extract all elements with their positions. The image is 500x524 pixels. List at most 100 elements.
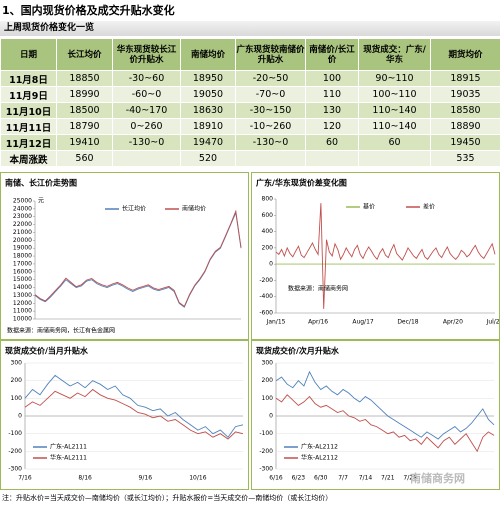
cell: 110~140 (358, 102, 431, 119)
legend-label: 基价 (363, 203, 375, 211)
y-tick-label: 15000 (13, 276, 32, 283)
cell (358, 150, 431, 167)
cell: 11月8日 (0, 70, 57, 87)
x-tick-label: 7/28 (403, 475, 417, 482)
series-line (34, 209, 242, 308)
cell: 60 (305, 134, 359, 151)
y-tick-label: 400 (262, 228, 274, 235)
cell: 535 (430, 150, 500, 167)
cell (112, 150, 181, 167)
cell: 18915 (430, 70, 500, 87)
x-tick-label: Aug/17 (352, 319, 374, 326)
y-tick-label: -100 (259, 430, 273, 437)
y-unit: 元 (38, 198, 44, 205)
cell: -40~170 (112, 102, 181, 119)
y-tick-label: 200 (262, 377, 274, 384)
row: 本周涨跌 560 520 535 (0, 150, 500, 167)
y-tick-label: 18000 (13, 253, 32, 260)
cell: 60 (358, 134, 431, 151)
y-tick-label: 13000 (13, 292, 32, 299)
x-tick-label: Apr/20 (443, 319, 463, 326)
chart: 南储、长江价走势图1000011000120001300014000150001… (5, 178, 242, 335)
y-tick-label: 100 (262, 395, 274, 402)
y-tick-label: 12000 (13, 300, 32, 307)
x-tick-label: 6/23 (292, 475, 306, 482)
cell: 18580 (430, 102, 500, 119)
cell (305, 150, 359, 167)
y-tick-label: 14000 (13, 284, 32, 291)
cell: 11月11日 (0, 118, 57, 135)
cell: 本周涨跌 (0, 150, 57, 167)
header-cell: 南储均价 (180, 38, 236, 71)
series-line (275, 370, 495, 440)
chart-title: 现货成交价/次月升贴水 (256, 346, 340, 356)
row: 11月8日 18850 -30~60 18950 -20~50 100 90~110 1891… (0, 70, 500, 87)
y-tick-label: 25000 (13, 198, 32, 205)
cell: 19450 (430, 134, 500, 151)
cell: 110~140 (358, 118, 431, 135)
chart: 现货成交价/当月升贴水 -300 -200 -100 0 100 200 300 7/16 8/1… (5, 346, 244, 482)
series-line (275, 394, 495, 453)
cell: -130~0 (235, 134, 306, 151)
y-tick-label: -100 (8, 430, 22, 437)
x-tick-label: Jan/15 (266, 319, 286, 326)
legend-label: 华东-AL2112 (301, 454, 338, 462)
watermark: 南储商务网 (410, 472, 465, 485)
y-tick-label: 100 (11, 395, 23, 402)
cell: 18990 (56, 86, 113, 103)
y-tick-label: 16000 (13, 268, 32, 275)
cell: 520 (180, 150, 236, 167)
y-tick-label: 10000 (13, 316, 32, 323)
chart-title: 广东/华东现货价差变化图 (256, 178, 347, 188)
header-cell: 期货均价 (430, 38, 500, 71)
x-tick-label: 7/16 (18, 475, 32, 482)
cell: 18630 (180, 102, 236, 119)
y-tick-label: 24000 (13, 205, 32, 212)
y-tick-label: -600 (259, 310, 273, 317)
cell: -60~0 (112, 86, 181, 103)
cell: 18850 (56, 70, 113, 87)
source: 数据来源：南储商务网，长江有色金属网 (7, 327, 115, 335)
chart-title: 现货成交价/当月升贴水 (5, 346, 89, 356)
legend-label: 广东-AL2111 (50, 443, 87, 451)
cell: 11月12日 (0, 134, 57, 151)
y-tick-label: 800 (262, 196, 274, 203)
y-tick-label: 200 (262, 244, 274, 251)
x-tick-label: Apr/16 (308, 319, 328, 326)
row: 11月12日 19410 -130~0 19470 -130~0 60 60 19450 (0, 134, 500, 151)
x-tick-label: 10/16 (189, 475, 206, 482)
cell: 560 (56, 150, 113, 167)
chart: 广东/华东现货价差变化图 -600 -400 -200 0 200 400 600 800 Jan… (256, 178, 500, 326)
chart-box: 南储、长江价走势图 10000 11000 12000 13000 14000 15000 1… (0, 172, 249, 340)
cell: 18790 (56, 118, 113, 135)
x-tick-label: 8/16 (78, 475, 92, 482)
x-tick-label: 7/21 (381, 475, 395, 482)
cell: -10~260 (235, 118, 306, 135)
y-tick-label: -300 (259, 466, 273, 473)
header-cell: 日期 (0, 38, 57, 71)
note: 注：升贴水价=当天成交价—南储均价（或长江均价）；升贴水报价=当天成交价—南储均… (2, 494, 333, 502)
cell: 120 (305, 118, 359, 135)
series-line (24, 374, 244, 438)
subheading: 上周现货价格变化一览 (0, 21, 500, 36)
x-tick-label: 6/30 (314, 475, 328, 482)
cell: 19410 (56, 134, 113, 151)
cell: -30~60 (112, 70, 181, 87)
y-tick-label: 21000 (13, 229, 32, 236)
series-line (275, 203, 496, 309)
cell: 100~110 (358, 86, 431, 103)
chart-box: 现货成交价/当月升贴水 -300 -200 -100 0 100 200 300 7/16 8/1… (0, 340, 249, 490)
row: 11月9日 18990 -60~0 19050 -70~0 110 100~110 19035 (0, 86, 500, 103)
cell: 11月9日 (0, 86, 57, 103)
y-tick-label: 20000 (13, 237, 32, 244)
cell (235, 150, 306, 167)
header-cell: 华东现货较长江价升贴水 (112, 38, 181, 71)
cell: 11月10日 (0, 102, 57, 119)
legend-label: 长江均价 (122, 205, 146, 213)
y-tick-label: 300 (11, 360, 23, 367)
row: 11月10日 18500 -40~170 18630 -30~150 130 110~140… (0, 102, 500, 119)
cell: 18500 (56, 102, 113, 119)
header-cell: 广东现货较南储价升贴水 (235, 38, 306, 71)
cell: -130~0 (112, 134, 181, 151)
legend-label: 差价 (423, 203, 435, 211)
